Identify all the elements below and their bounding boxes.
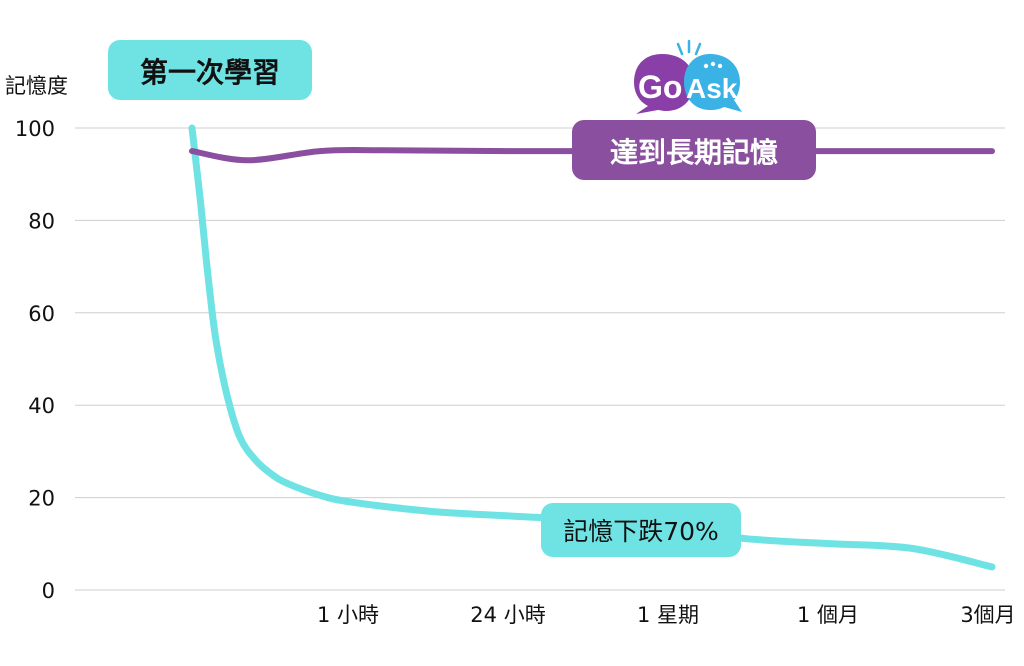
x-tick-label: 24 小時 (470, 603, 545, 627)
logo-text-ask: Ask (686, 73, 738, 104)
speech-bubble-purple-icon (634, 54, 694, 114)
y-tick-label: 80 (28, 209, 55, 233)
y-tick-label: 0 (42, 579, 55, 603)
goask-logo: Go Ask (634, 39, 742, 114)
dots-icon (703, 61, 723, 69)
annotation-first-learning: 第一次學習 (108, 40, 312, 100)
x-tick-labels: 1 小時 24 小時 1 星期 1 個月 3個月 (317, 603, 1016, 627)
x-tick-label: 1 小時 (317, 603, 379, 627)
annotation-first-learning-bg (108, 40, 312, 100)
annotation-long-term-memory-text: 達到長期記憶 (610, 136, 778, 169)
series-line-long-term (189, 147, 995, 164)
annotation-first-learning-text: 第一次學習 (140, 56, 280, 89)
annotation-long-term-memory: 達到長期記憶 (572, 120, 816, 180)
sparkle-icon (676, 39, 702, 56)
series-lines (188, 124, 996, 571)
annotation-memory-drop-bg (541, 503, 741, 557)
x-tick-label: 1 個月 (797, 603, 859, 627)
annotation-memory-drop: 記憶下跌70% (541, 503, 741, 557)
speech-bubble-blue-icon (684, 54, 742, 112)
y-tick-label: 60 (28, 302, 55, 326)
y-tick-label: 20 (28, 487, 55, 511)
annotation-memory-drop-text: 記憶下跌70% (563, 517, 719, 546)
x-tick-label: 3個月 (960, 603, 1015, 627)
series-line-first-learning (188, 124, 996, 571)
logo-text-go: Go (638, 69, 682, 105)
x-tick-label: 1 星期 (637, 603, 699, 627)
y-axis-label: 記憶度 (5, 74, 68, 98)
y-tick-labels: 0 20 40 60 80 100 (15, 117, 55, 603)
y-tick-label: 100 (15, 117, 55, 141)
annotation-long-term-memory-bg (572, 120, 816, 180)
y-tick-label: 40 (28, 394, 55, 418)
